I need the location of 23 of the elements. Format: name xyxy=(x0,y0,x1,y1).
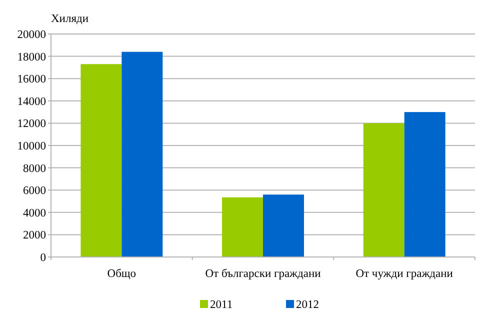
bar xyxy=(80,64,122,257)
bar xyxy=(404,112,446,257)
y-tick-label: 0 xyxy=(40,252,46,264)
bar xyxy=(363,123,404,257)
bar xyxy=(122,52,163,257)
y-tick-label: 20000 xyxy=(17,29,46,42)
y-tick-label: 2000 xyxy=(23,230,46,242)
y-tick-label: 12000 xyxy=(17,118,46,130)
y-tick-label: 8000 xyxy=(23,162,46,175)
legend-label: 2012 xyxy=(296,299,320,312)
x-tick-label: От български граждани xyxy=(205,268,321,280)
y-tick-label: 10000 xyxy=(17,140,46,153)
legend-label: 2011 xyxy=(210,299,233,312)
x-tick-label: От чужди граждани xyxy=(356,268,453,280)
bar xyxy=(263,194,304,257)
y-axis-title: Хиляди xyxy=(51,13,88,25)
x-tick-label: Общо xyxy=(107,268,136,280)
y-tick-label: 16000 xyxy=(17,74,46,86)
y-tick-label: 14000 xyxy=(17,96,46,108)
y-tick-label: 18000 xyxy=(17,51,46,64)
bar xyxy=(222,197,263,257)
y-tick-label: 4000 xyxy=(23,207,46,220)
y-tick-label: 6000 xyxy=(23,185,46,198)
